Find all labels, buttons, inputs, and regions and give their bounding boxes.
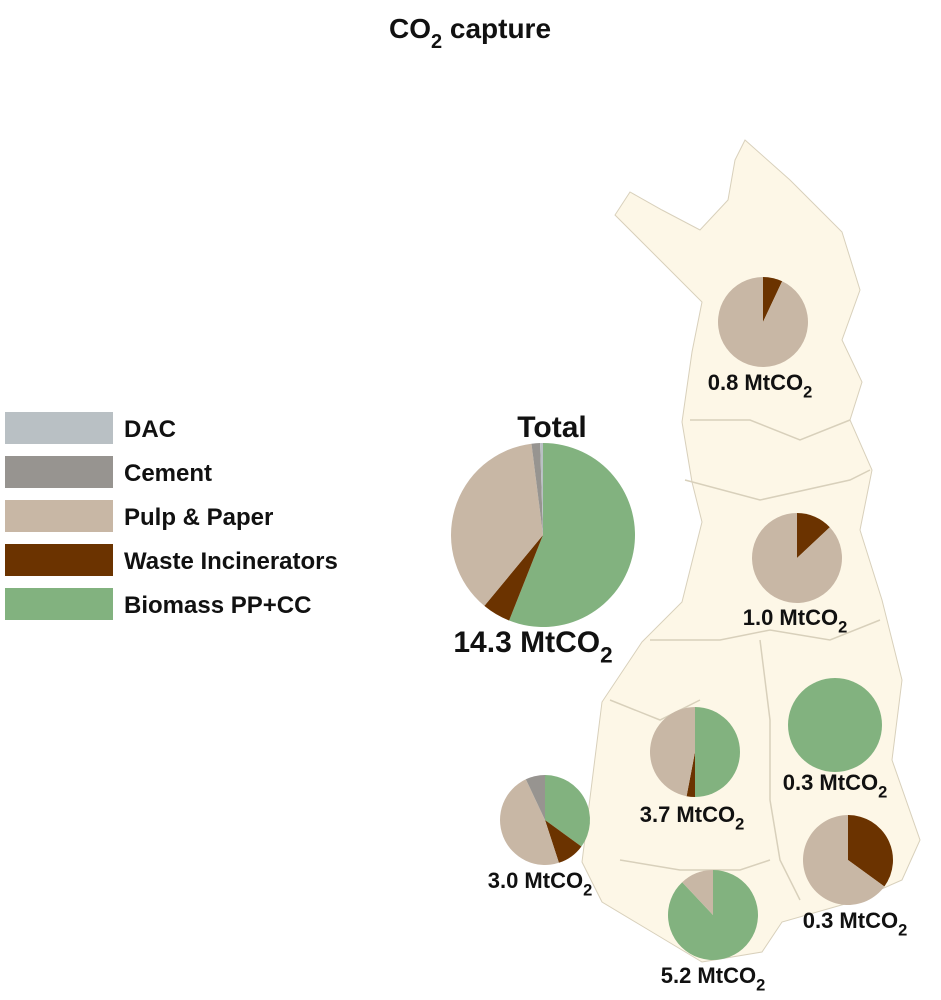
pie-label-sub: 2	[756, 977, 765, 995]
pie-label-text: 3.7 MtCO	[640, 802, 735, 827]
pie-slice	[531, 443, 543, 535]
pie-slice	[649, 707, 695, 797]
pie-label: 14.3 MtCO2	[453, 626, 612, 668]
legend-label: Cement	[124, 460, 212, 487]
pie-slice	[848, 815, 893, 887]
legend-swatch	[5, 544, 113, 576]
pie-slice	[500, 779, 559, 865]
legend-label: DAC	[124, 416, 176, 443]
pie-label-text: 3.0 MtCO	[488, 868, 583, 893]
title-text: CO	[389, 13, 431, 44]
pie-label-text: 1.0 MtCO	[743, 605, 838, 630]
pie-slice	[484, 535, 543, 621]
pie-slice	[752, 513, 842, 604]
pie-label-sub: 2	[898, 922, 907, 940]
pie-label-text: 14.3 MtCO	[453, 626, 600, 659]
pie-slice	[763, 277, 783, 322]
pie-slice	[686, 752, 695, 797]
pie-label: 5.2 MtCO2	[661, 963, 766, 995]
pie-slice	[545, 775, 590, 847]
pie-label-sub: 2	[583, 882, 592, 900]
title: CO2 capture	[389, 13, 551, 53]
pie-label-sub: 2	[803, 384, 812, 402]
pie-label: 0.3 MtCO2	[803, 908, 908, 940]
pie-label: 0.3 MtCO2	[783, 770, 888, 802]
pie-slice	[695, 707, 740, 797]
legend-label: Waste Incinerators	[124, 548, 338, 575]
pie-slice	[540, 443, 543, 535]
pie-label: 0.8 MtCO2	[708, 370, 813, 402]
pie-label-text: 0.3 MtCO	[783, 770, 878, 795]
pie-label-text: 0.3 MtCO	[803, 908, 898, 933]
pie-slice	[450, 443, 543, 606]
pie-label-sub: 2	[600, 643, 613, 668]
pie-slice	[682, 870, 713, 915]
pie-label: 1.0 MtCO2	[743, 605, 848, 637]
legend-label: Biomass PP+CC	[124, 592, 311, 619]
pie-label: 3.7 MtCO2	[640, 802, 745, 834]
title-tail: capture	[442, 13, 551, 44]
region-borders	[609, 419, 881, 901]
pie-label: 3.0 MtCO2	[488, 868, 593, 900]
title-sub: 2	[431, 31, 442, 53]
pie-label-text: 5.2 MtCO	[661, 963, 756, 988]
pie-label-sub: 2	[838, 619, 847, 637]
legend-label: Pulp & Paper	[124, 504, 273, 531]
legend-swatch	[5, 456, 113, 488]
legend-swatch	[5, 412, 113, 444]
pie-label-sub: 2	[878, 784, 887, 802]
pie-slice	[545, 820, 582, 863]
pie-title: Total	[517, 411, 586, 444]
pie-slice	[797, 513, 830, 558]
pie-label-text: 0.8 MtCO	[708, 370, 803, 395]
legend-swatch	[5, 500, 113, 532]
pie-slice	[718, 277, 809, 368]
pie-slice	[509, 443, 636, 627]
pie-slice	[525, 775, 545, 820]
pie-slice	[803, 815, 885, 905]
legend-swatch	[5, 588, 113, 620]
pie-slice	[788, 678, 882, 772]
pie-label-sub: 2	[735, 816, 744, 834]
